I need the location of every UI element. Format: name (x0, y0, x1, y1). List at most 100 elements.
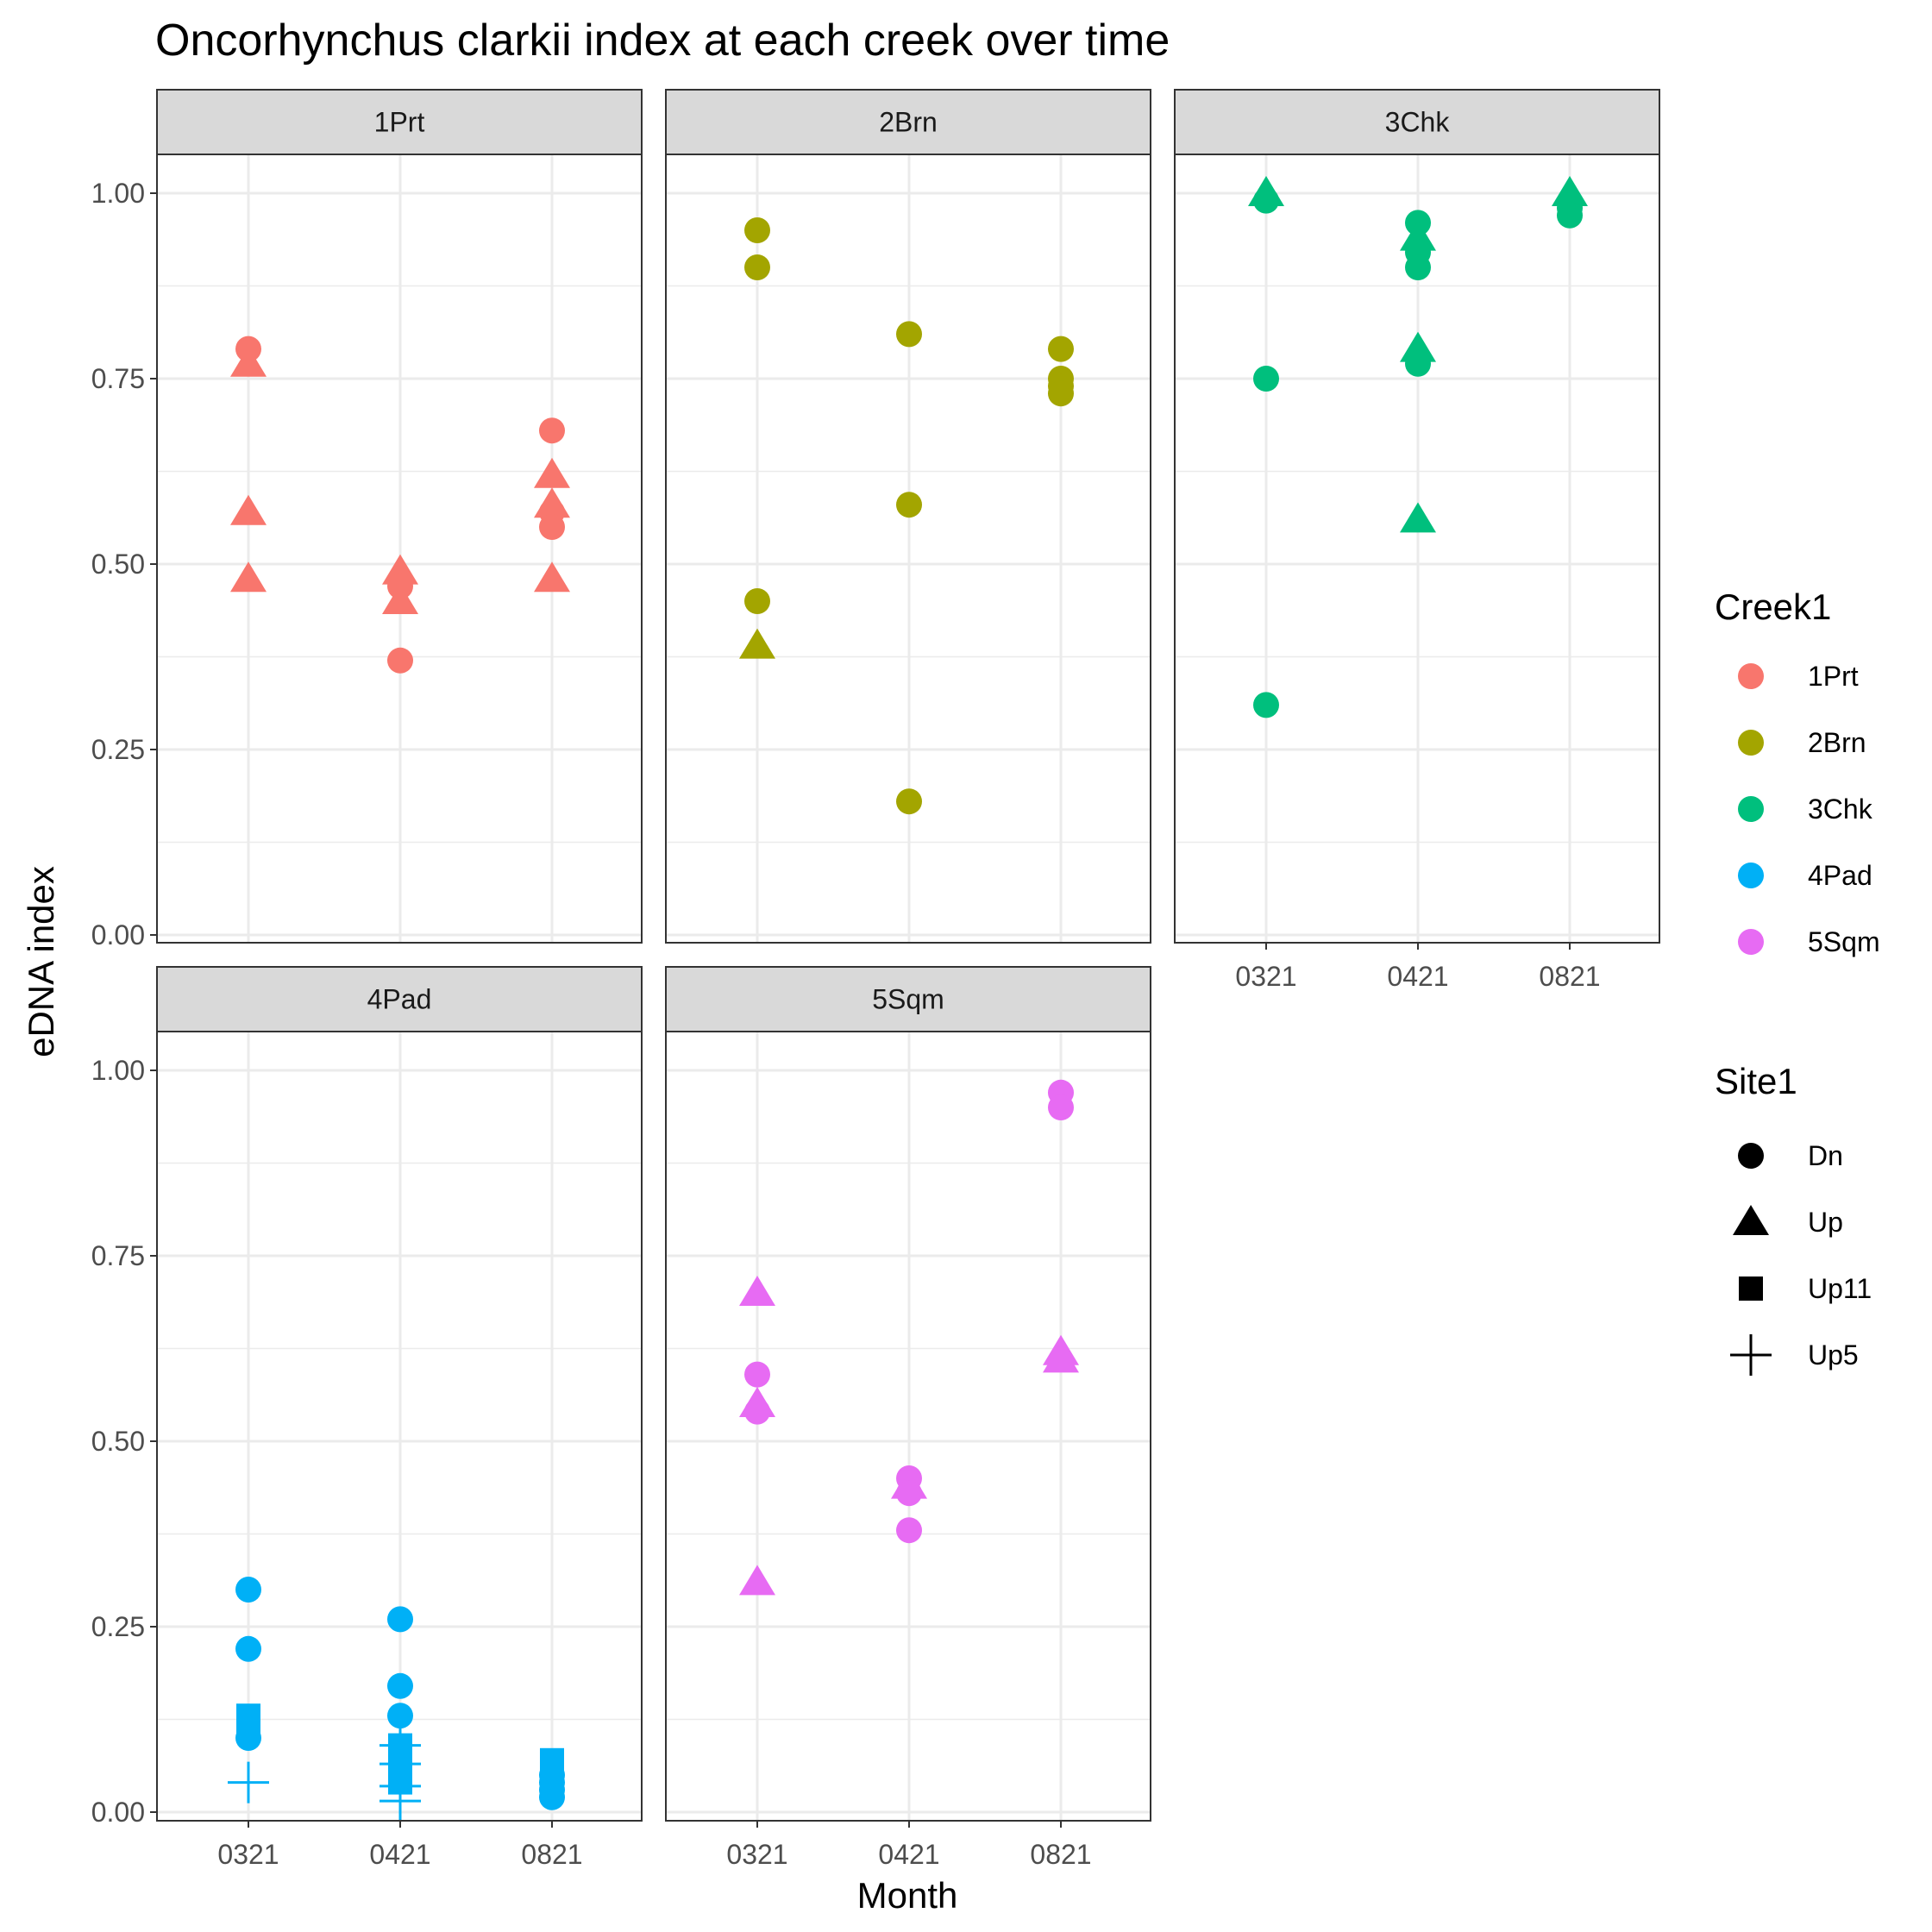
data-point-dn (1048, 336, 1074, 362)
y-tick-label: 1.00 (91, 1055, 145, 1086)
data-point-dn (744, 254, 770, 280)
data-point-dn (744, 588, 770, 614)
data-point-dn (896, 321, 922, 348)
legend-key-up (1733, 1205, 1769, 1235)
data-point-up (739, 1276, 775, 1306)
data-point-up (534, 561, 570, 593)
data-point-up (230, 561, 267, 593)
data-point-dn (387, 1606, 413, 1633)
x-tick-label: 0821 (1539, 961, 1600, 992)
x-tick-label: 0421 (369, 1839, 430, 1870)
x-tick-label: 0421 (1387, 961, 1448, 992)
legend-creek: Creek1 1Prt 2Brn 3Chk 4Pad 5Sqm (1715, 586, 1880, 957)
facet-panels: 1Prt 0.00 0.25 0.50 0.75 1.00 2Brn 3Chk 0321 0421… (91, 89, 1660, 1870)
facet-panel-5Sqm: 5Sqm 0321 0421 0821 (665, 966, 1151, 1870)
data-point-dn (387, 1703, 413, 1729)
x-tick-label: 0321 (217, 1839, 279, 1870)
data-point-dn (896, 1517, 922, 1544)
y-tick-label: 1.00 (91, 178, 145, 209)
legend-key-up5 (1730, 1334, 1772, 1376)
data-point-dn (1405, 254, 1431, 280)
facet-panel-1Prt: 1Prt 0.00 0.25 0.50 0.75 1.00 (91, 89, 643, 950)
legend-key-4Pad (1738, 862, 1764, 888)
legend-label-2Brn: 2Brn (1808, 727, 1866, 758)
legend-label-3Chk: 3Chk (1808, 794, 1873, 825)
y-tick-label: 0.75 (91, 363, 145, 394)
data-point-dn (235, 1577, 261, 1603)
y-axis-title: eDNA index (21, 866, 61, 1057)
data-point-dn (1405, 350, 1431, 377)
data-point-dn (744, 217, 770, 243)
x-tick-label: 0321 (1235, 961, 1296, 992)
data-point-dn (896, 788, 922, 815)
data-point-dn (744, 1361, 770, 1388)
x-tick-label: 0821 (1030, 1839, 1091, 1870)
data-point-dn (896, 1480, 922, 1507)
legend-key-dn (1738, 1143, 1764, 1169)
legend-label-dn: Dn (1808, 1140, 1843, 1171)
legend-key-2Brn (1738, 730, 1764, 756)
data-point-dn (1048, 380, 1074, 407)
data-point-dn (1253, 366, 1279, 392)
data-point-dn (235, 1725, 261, 1751)
x-tick-label: 0321 (726, 1839, 787, 1870)
y-tick-label: 0.75 (91, 1240, 145, 1271)
data-point-dn (1557, 202, 1583, 229)
y-tick-label: 0.50 (91, 1426, 145, 1457)
data-point-up (382, 584, 418, 614)
legend-label-up11: Up11 (1808, 1273, 1872, 1304)
y-tick-label: 0.25 (91, 1611, 145, 1642)
data-point-up (1043, 1342, 1079, 1373)
facet-strip-label: 2Brn (879, 107, 938, 138)
data-point-up (1400, 331, 1436, 362)
facet-strip-label: 4Pad (367, 984, 432, 1015)
data-point-up (1400, 502, 1436, 533)
data-point-up (382, 554, 418, 585)
data-point-up5 (228, 1761, 269, 1803)
data-point-up (230, 494, 267, 525)
legend-label-up5: Up5 (1808, 1339, 1859, 1371)
y-tick-label: 0.50 (91, 549, 145, 580)
legend-label-5Sqm: 5Sqm (1808, 926, 1880, 957)
data-point-dn (387, 647, 413, 674)
facet-strip (156, 89, 643, 155)
panel-border (665, 154, 1151, 944)
data-point-dn (235, 1635, 261, 1662)
facet-strip-label: 5Sqm (872, 984, 944, 1015)
facet-strip (665, 89, 1151, 155)
data-point-dn (387, 1672, 413, 1699)
facet-panel-2Brn: 2Brn (665, 89, 1151, 944)
data-point-dn (539, 1784, 565, 1810)
legend-site: Site1 Dn Up Up11 Up5 (1715, 1061, 1872, 1376)
y-tick-label: 0.00 (91, 919, 145, 950)
legend-key-1Prt (1738, 663, 1764, 689)
data-point-dn (539, 417, 565, 444)
legend-key-5Sqm (1738, 929, 1764, 955)
data-point-up (534, 457, 570, 488)
facet-strip-label: 1Prt (374, 107, 425, 138)
legend-key-3Chk (1738, 796, 1764, 822)
data-point-dn (1253, 187, 1279, 214)
x-tick-label: 0421 (878, 1839, 939, 1870)
facet-strip (1174, 89, 1660, 155)
y-tick-label: 0.25 (91, 734, 145, 765)
facet-strip-label: 3Chk (1385, 107, 1451, 138)
data-point-up (1400, 220, 1436, 251)
facet-strip (156, 966, 643, 1032)
facet-strip (665, 966, 1151, 1032)
y-tick-label: 0.00 (91, 1797, 145, 1828)
data-point-up (230, 346, 267, 377)
data-point-dn (1048, 1095, 1074, 1120)
data-point-up (739, 628, 775, 659)
legend-label-4Pad: 4Pad (1808, 860, 1872, 891)
facet-panel-4Pad: 4Pad 0.00 0.25 0.50 0.75 1.00 0321 0421 0821 (91, 966, 643, 1870)
legend-title-site: Site1 (1715, 1061, 1797, 1101)
data-point-dn (1253, 692, 1279, 718)
data-point-up (1552, 176, 1588, 206)
plot-title: Oncorhynchus clarkii index at each creek… (155, 16, 1170, 66)
legend-label-1Prt: 1Prt (1808, 661, 1859, 692)
legend-key-up11 (1739, 1276, 1763, 1301)
legend-label-up: Up (1808, 1207, 1843, 1238)
x-axis-title: Month (857, 1875, 958, 1916)
